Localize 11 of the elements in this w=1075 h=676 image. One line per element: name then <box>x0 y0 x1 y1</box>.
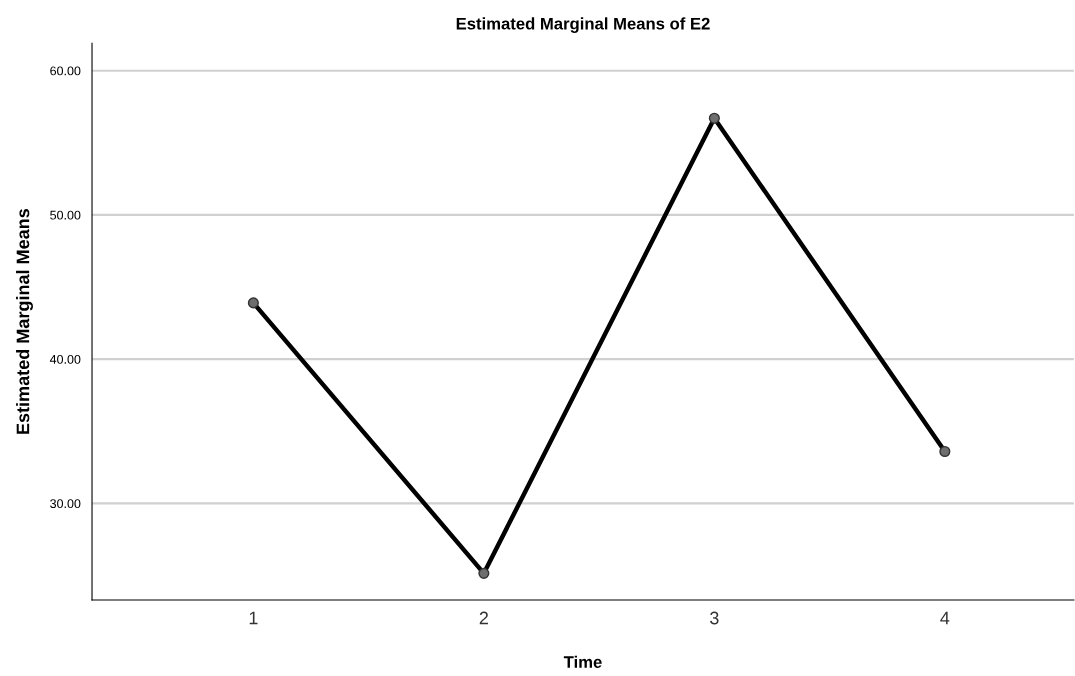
x-tick-label: 3 <box>710 611 719 625</box>
x-tick-label: 1 <box>249 611 258 625</box>
y-tick-label: 30.00 <box>50 499 81 509</box>
x-axis-title: Time <box>563 655 602 668</box>
chart-title: Estimated Marginal Means of E2 <box>456 17 710 33</box>
y-tick-label: 40.00 <box>49 354 81 364</box>
x-tick-label: 2 <box>479 611 488 625</box>
x-tick-label: 4 <box>940 611 950 625</box>
y-axis-title: Estimated Marginal Means <box>16 208 33 434</box>
y-tick-label: 60.00 <box>50 66 81 76</box>
y-tick-label: 50.00 <box>50 210 81 220</box>
